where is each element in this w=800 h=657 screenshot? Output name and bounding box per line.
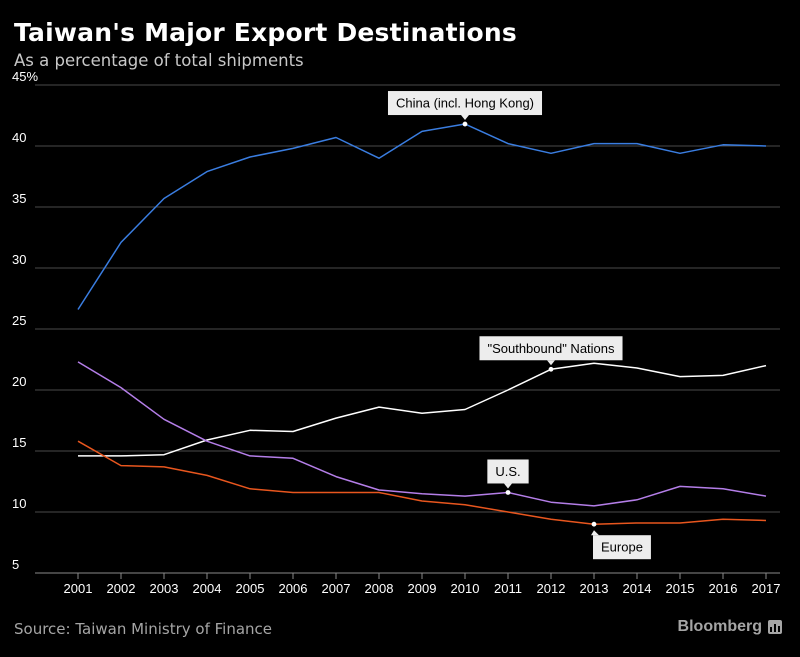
chart-subtitle: As a percentage of total shipments: [14, 51, 304, 70]
x-tick-label: 2011: [494, 581, 522, 596]
series-lines: [77, 123, 767, 525]
x-tick-label: 2005: [236, 581, 265, 596]
y-tick-label: 10: [12, 496, 26, 511]
x-tick-label: 2008: [365, 581, 394, 596]
x-tick-label: 2016: [709, 581, 738, 596]
annotation-pointer: [547, 360, 555, 366]
y-tick-label: 15: [12, 435, 26, 450]
annotation-label: Europe: [601, 540, 643, 555]
annotation-callout: "Southbound" Nations: [479, 336, 623, 366]
y-tick-label: 30: [12, 252, 26, 267]
annotation-pointer: [504, 483, 512, 489]
series-annotations: China (incl. Hong Kong) "Southbound" Nati…: [387, 91, 651, 560]
annotation-pointer: [461, 115, 469, 121]
gridlines: [35, 84, 780, 574]
annotation-marker: [462, 121, 468, 127]
annotation-marker: [505, 490, 511, 495]
brand-logo: Bloomberg: [678, 618, 782, 636]
x-tick-label: 2004: [193, 581, 222, 596]
x-tick-label: 2007: [322, 581, 351, 596]
brand-name: Bloomberg: [677, 618, 762, 635]
x-tick-label: 2006: [279, 581, 308, 596]
x-axis-ticks: 2001 2002 2003 2004 2005 2006 2007 2008 2009 2010…: [64, 573, 781, 596]
chart-title: Taiwan's Major Export Destinations: [14, 18, 518, 47]
annotation-callout: Europe: [591, 530, 651, 560]
annotation-label: U.S.: [495, 464, 520, 479]
annotation-callout: China (incl. Hong Kong): [387, 91, 543, 121]
annotation-box: [479, 336, 623, 361]
y-tick-label: 5: [12, 557, 19, 572]
y-tick-label: 20: [12, 374, 26, 389]
x-tick-label: 2013: [580, 581, 609, 596]
y-tick-label: 40: [12, 130, 26, 145]
x-tick-label: 2009: [408, 581, 437, 596]
annotation-box: [593, 535, 651, 560]
y-tick-label: 35: [12, 191, 26, 206]
x-tick-label: 2015: [666, 581, 695, 596]
annotation-marker: [548, 366, 554, 372]
series-line: [77, 361, 767, 507]
x-tick-label: 2001: [64, 581, 93, 596]
source-note: Source: Taiwan Ministry of Finance: [14, 620, 273, 638]
x-tick-label: 2014: [623, 581, 652, 596]
x-tick-label: 2003: [150, 581, 179, 596]
x-tick-label: 2012: [537, 581, 566, 596]
series-line: [77, 123, 767, 310]
x-tick-label: 2010: [451, 581, 480, 596]
annotation-label: China (incl. Hong Kong): [396, 96, 534, 111]
annotation-marker: [591, 521, 597, 527]
y-tick-label: 25: [12, 313, 26, 328]
annotation-label: "Southbound" Nations: [487, 341, 615, 356]
x-tick-label: 2017: [752, 581, 781, 596]
bar-chart-icon: [768, 620, 782, 634]
y-axis-ticks: 45% 40 35 30 25 20 15 10 5: [12, 69, 38, 572]
x-tick-label: 2002: [107, 581, 136, 596]
y-tick-label: 45%: [12, 69, 38, 84]
annotation-box: [387, 91, 543, 116]
series-line: [78, 362, 767, 457]
annotation-box: [487, 459, 529, 484]
annotation-callout: U.S.: [487, 459, 529, 489]
series-line: [77, 440, 767, 525]
annotation-pointer: [591, 530, 599, 536]
